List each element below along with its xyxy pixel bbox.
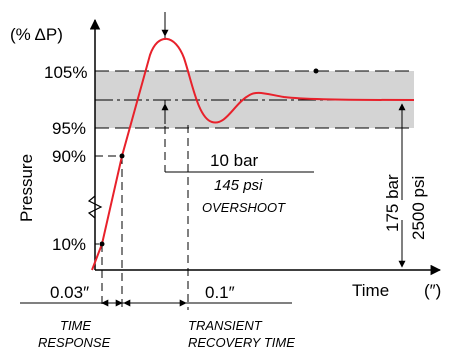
level-90-label: 90% bbox=[52, 147, 86, 166]
y-unit-label: (% ΔP) bbox=[10, 25, 63, 44]
time-response-caption-1: TIME bbox=[60, 318, 91, 333]
recovery-caption-1: TRANSIENT bbox=[188, 318, 263, 333]
y-axis-break bbox=[87, 195, 103, 219]
band-marker-dot bbox=[313, 68, 319, 74]
level-10-label: 10% bbox=[52, 235, 86, 254]
recovery-value: 0.1″ bbox=[205, 283, 235, 302]
total-bar-label: 175 bar bbox=[383, 174, 402, 232]
level-95-label: 95% bbox=[52, 119, 86, 138]
pressure-response-curve bbox=[91, 37, 415, 271]
point-90pct bbox=[119, 153, 125, 159]
time-response-caption-2: RESPONSE bbox=[38, 335, 111, 350]
y-axis-title: Pressure bbox=[17, 154, 36, 222]
x-unit-label: (″) bbox=[424, 281, 441, 300]
time-response-value: 0.03″ bbox=[50, 283, 89, 302]
total-psi-label: 2500 psi bbox=[409, 176, 428, 240]
x-axis-title: Time bbox=[352, 281, 389, 300]
point-10pct bbox=[99, 241, 105, 247]
overshoot-psi-label: 145 psi bbox=[214, 177, 263, 194]
overshoot-caption: OVERSHOOT bbox=[202, 200, 286, 215]
recovery-caption-2: RECOVERY TIME bbox=[188, 335, 295, 350]
level-105-label: 105% bbox=[44, 63, 87, 82]
overshoot-bar-label: 10 bar bbox=[210, 151, 259, 170]
